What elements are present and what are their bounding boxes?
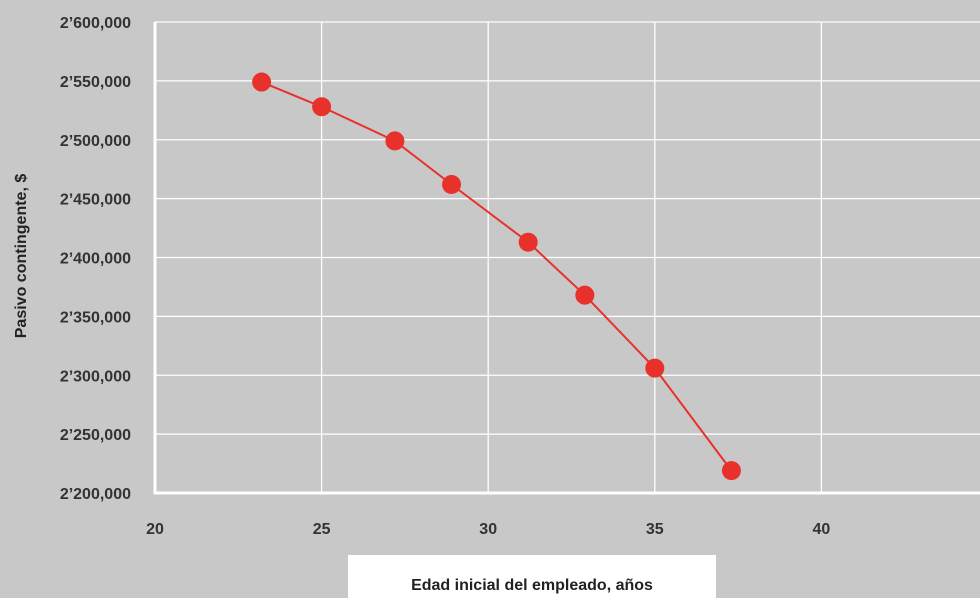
y-tick-label: 2’200,000: [60, 486, 131, 503]
y-tick-label: 2’500,000: [60, 133, 131, 150]
x-tick-label: 30: [479, 521, 497, 538]
data-point: [385, 131, 405, 151]
data-point: [575, 285, 595, 305]
x-tick-label: 35: [646, 521, 664, 538]
x-tick-label: 25: [313, 521, 331, 538]
data-point: [645, 358, 665, 378]
axes: [153, 22, 980, 495]
y-axis-title: Pasivo contingente, $: [13, 174, 30, 339]
data-point: [721, 461, 741, 481]
x-tick-label: 20: [146, 521, 164, 538]
series-line: [261, 81, 733, 472]
y-tick-label: 2’300,000: [60, 368, 131, 385]
x-tick-labels: 20 25 30 35 40: [146, 521, 830, 538]
y-tick-label: 2’600,000: [60, 15, 131, 32]
data-point: [518, 232, 538, 252]
data-point: [442, 174, 462, 194]
y-tick-label: 2’450,000: [60, 192, 131, 209]
y-tick-label: 2’250,000: [60, 427, 131, 444]
y-tick-label: 2’400,000: [60, 251, 131, 268]
series-group: [252, 72, 741, 481]
x-tick-label: 40: [813, 521, 831, 538]
y-tick-labels: 2’200,000 2’250,000 2’300,000 2’350,000 2’40…: [60, 15, 131, 503]
x-axis-title: Edad inicial del empleado, años: [411, 577, 653, 594]
y-tick-label: 2’550,000: [60, 74, 131, 91]
data-point: [312, 97, 332, 117]
y-tick-label: 2’350,000: [60, 309, 131, 326]
data-point: [252, 72, 272, 92]
grid: [155, 21, 980, 493]
x-axis-title-box: [348, 555, 716, 598]
